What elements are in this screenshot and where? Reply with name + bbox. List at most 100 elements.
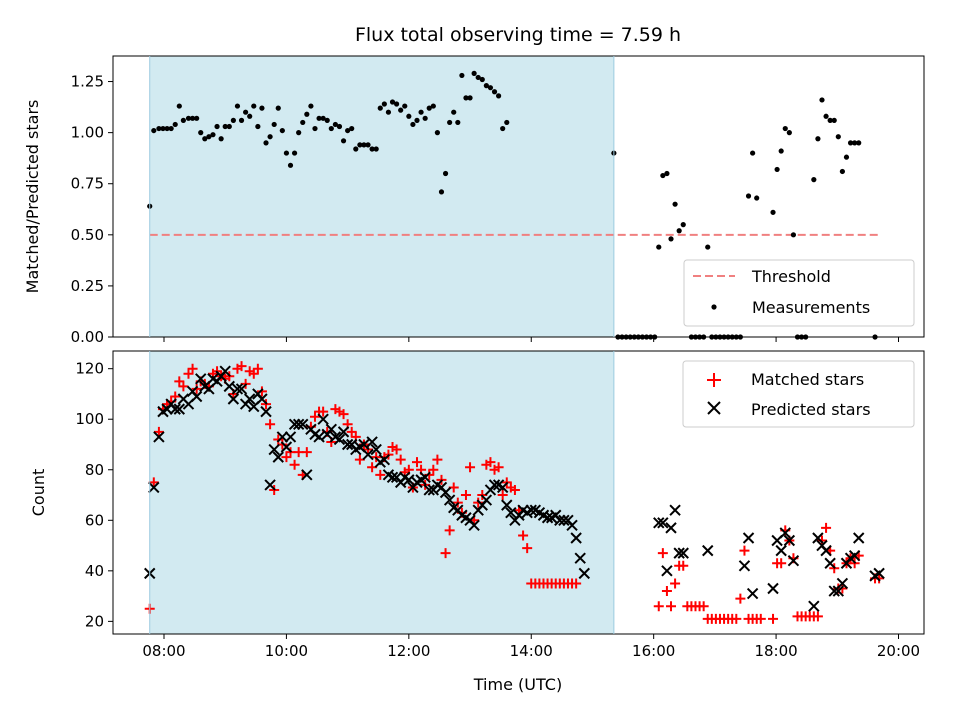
matched-star-point	[191, 383, 202, 394]
matched-star-point	[731, 613, 742, 624]
predicted-star-point	[378, 453, 391, 466]
matched-star-point	[183, 368, 194, 379]
predicted-star-point	[284, 431, 297, 443]
matched-star-point	[178, 381, 189, 392]
measurement-point	[308, 103, 314, 109]
y-axis-label: Count	[29, 469, 48, 517]
measurement-point	[786, 130, 792, 136]
measurement-point	[750, 150, 756, 156]
y-tick-label: 0.25	[71, 277, 104, 295]
predicted-star-point	[779, 527, 791, 539]
legend-matched-swatch	[707, 373, 721, 387]
legend-box	[683, 259, 915, 327]
x-tick-label: 08:00	[142, 642, 185, 660]
chart-title: Flux total observing time = 7.59 h	[355, 24, 681, 46]
legend-box	[682, 360, 915, 428]
measurement-point	[296, 130, 302, 136]
measurement-point	[275, 105, 281, 111]
predicted-star-point	[496, 481, 509, 494]
measurement-point	[316, 115, 322, 121]
predicted-star-point	[292, 418, 305, 430]
matched-star-point	[493, 462, 504, 473]
measurement-point	[668, 236, 674, 242]
measurement-point	[487, 85, 494, 91]
predicted-star-point	[702, 544, 714, 557]
predicted-star-point	[386, 471, 399, 484]
measurement-point	[353, 146, 359, 152]
predicted-star-point	[669, 504, 681, 516]
matched-star-point	[289, 459, 300, 470]
measurement-point	[361, 142, 367, 148]
predicted-star-point	[272, 451, 284, 463]
measurement-point	[259, 105, 265, 111]
measurement-point	[664, 170, 670, 177]
x-axis-label: Time (UTC)	[473, 675, 562, 694]
measurement-point	[202, 136, 208, 142]
measurement-point	[279, 127, 285, 134]
x-axis-ticks: 08:00 10:00 12:00 14:00 16:00 18:00 20:00	[142, 634, 920, 660]
measurement-point	[194, 115, 200, 121]
measurement-point	[430, 103, 436, 109]
measurement-point	[345, 127, 351, 134]
legend-predicted-label: Predicted stars	[751, 400, 871, 419]
measurement-point	[226, 123, 232, 130]
measurement-point	[160, 125, 166, 132]
measurement-point	[349, 125, 355, 132]
measurement-point	[156, 125, 162, 132]
predicted-star-point	[820, 544, 832, 557]
measurement-point	[483, 83, 489, 89]
measurement-point	[770, 209, 776, 215]
predicted-star-point	[501, 499, 513, 511]
measurement-point	[438, 189, 445, 195]
matched-star-point	[338, 409, 349, 420]
measurement-point	[843, 154, 850, 160]
measurement-point	[251, 103, 257, 109]
predicted-star-point	[297, 418, 309, 430]
measurement-point	[745, 193, 752, 199]
predicted-star-point	[661, 565, 673, 577]
y-axis-label: Matched/Predicted stars	[23, 100, 42, 294]
predicted-star-point	[468, 519, 480, 532]
x-tick-label: 18:00	[754, 642, 797, 660]
y-tick-label: 1.25	[71, 73, 104, 91]
matched-star-point	[411, 457, 422, 468]
legend: Threshold Measurements	[683, 259, 915, 327]
measurement-point	[856, 140, 862, 146]
predicted-star-point	[808, 600, 820, 612]
predicted-star-point	[783, 534, 796, 547]
measurement-point	[754, 195, 760, 201]
predicted-star-point	[836, 577, 849, 590]
predicted-star-point	[525, 504, 537, 516]
legend-predicted-swatch	[707, 401, 721, 415]
matched-star-point	[265, 419, 276, 430]
observing-window-shade	[149, 56, 614, 337]
predicted-star-point	[264, 479, 276, 491]
measurement-point	[479, 76, 485, 83]
matched-star-point	[281, 452, 292, 463]
predicted-star-point	[288, 418, 301, 430]
measurement-point	[831, 117, 837, 123]
legend-matched-label: Matched stars	[751, 370, 864, 389]
predicted-star-point	[775, 544, 787, 557]
measurement-point	[847, 140, 854, 146]
predicted-star-point	[219, 365, 231, 377]
measurement-point	[680, 222, 686, 228]
matched-star-point	[739, 545, 750, 556]
measurement-point	[393, 101, 400, 107]
predicted-star-point	[280, 441, 293, 453]
predicted-star-point	[570, 532, 582, 544]
predicted-star-point	[243, 393, 256, 405]
predicted-star-point	[873, 567, 885, 580]
predicted-star-point	[443, 494, 456, 506]
measurement-point	[365, 142, 371, 148]
measurement-point	[811, 177, 817, 183]
measurement-point	[176, 103, 182, 109]
measurement-point	[434, 130, 440, 136]
matched-star-point	[821, 522, 832, 533]
predicted-star-point	[148, 481, 160, 494]
matched-star-point	[776, 558, 787, 569]
measurement-point	[381, 101, 387, 107]
predicted-star-point	[235, 383, 248, 395]
measurement-point	[414, 117, 420, 123]
measurement-point	[328, 125, 334, 132]
